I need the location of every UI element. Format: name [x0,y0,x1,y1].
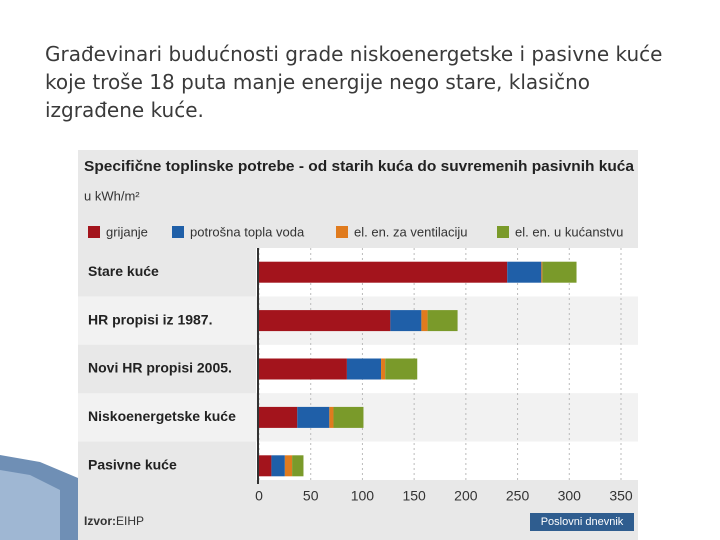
publisher: Poslovni dnevnik [541,516,624,528]
bar-segment [333,406,364,428]
y-tick-label: HR propisi iz 1987. [88,311,212,327]
bar-segment [385,358,418,380]
bar-segment [421,310,428,332]
bar-segment [297,406,330,428]
bar-segment [541,261,543,283]
legend-label: grijanje [106,224,148,239]
slide-text: Građevinari budućnosti grade niskoenerge… [45,42,663,122]
bar-segment [390,310,422,332]
x-tick-label: 200 [454,488,478,504]
legend-label: el. en. u kućanstvu [515,224,623,239]
bar-segment [259,310,391,332]
legend-swatch [336,226,348,238]
y-tick-label: Stare kuće [88,263,159,279]
legend-swatch [88,226,100,238]
bar-segment [292,455,304,477]
y-tick-label: Pasivne kuće [88,457,177,473]
x-tick-label: 50 [303,488,319,504]
source-label: Izvor: [84,514,116,528]
chart-title: Specifične toplinske potrebe - od starih… [84,158,635,175]
y-tick-label: Novi HR propisi 2005. [88,360,232,376]
bar-segment [507,261,542,283]
publisher-logo [530,513,634,531]
legend-label: potrošna topla voda [190,224,305,239]
legend-label: el. en. za ventilaciju [354,224,467,239]
decoration [0,470,60,540]
x-tick-label: 150 [402,488,426,504]
bar-segment [427,310,458,332]
x-tick-label: 250 [506,488,530,504]
bar-segment [346,358,382,380]
bar-segment [259,455,272,477]
chart-subtitle: u kWh/m² [84,188,140,203]
bar-segment [329,406,334,428]
legend-swatch [172,226,184,238]
bar-segment [259,358,347,380]
x-tick-label: 100 [351,488,375,504]
source: EIHP [116,514,144,528]
bar-segment [259,261,508,283]
legend-swatch [497,226,509,238]
x-tick-label: 300 [558,488,582,504]
bar-segment [381,358,386,380]
bar-segment [271,455,285,477]
bar-segment [542,261,577,283]
x-tick-label: 0 [255,488,263,504]
x-tick-label: 350 [609,488,633,504]
bar-segment [284,455,293,477]
y-tick-label: Niskoenergetske kuće [88,408,236,424]
bar-segment [259,406,298,428]
